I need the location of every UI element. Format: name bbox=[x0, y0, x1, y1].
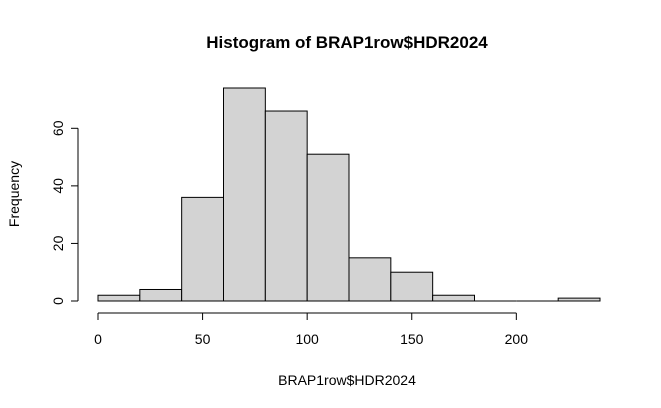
chart-title: Histogram of BRAP1row$HDR2024 bbox=[206, 33, 488, 52]
y-axis-label: Frequency bbox=[6, 161, 22, 227]
x-tick-label: 0 bbox=[94, 331, 102, 347]
histogram-bar bbox=[181, 196, 225, 302]
histogram-bar bbox=[390, 271, 434, 302]
histogram-bar bbox=[264, 110, 308, 302]
y-tick-label: 60 bbox=[50, 120, 66, 136]
histogram-bar bbox=[223, 87, 266, 302]
y-tick-label: 40 bbox=[50, 178, 66, 194]
y-axis: 0 20 40 60 bbox=[50, 120, 79, 305]
x-tick-label: 50 bbox=[195, 331, 211, 347]
histogram-bar bbox=[97, 294, 141, 302]
x-tick-label: 150 bbox=[400, 331, 424, 347]
histogram-bar bbox=[557, 297, 601, 302]
y-tick-label: 20 bbox=[50, 235, 66, 251]
x-tick-label: 100 bbox=[295, 331, 319, 347]
histogram-bar bbox=[432, 294, 475, 302]
histogram-bar bbox=[306, 153, 350, 302]
histogram-bar bbox=[348, 257, 392, 302]
x-axis-label: BRAP1row$HDR2024 bbox=[278, 372, 416, 388]
x-axis: 0 50 100 150 200 bbox=[94, 312, 529, 347]
x-tick-label: 200 bbox=[505, 331, 529, 347]
y-tick-label: 0 bbox=[50, 297, 66, 305]
bars-group bbox=[97, 87, 601, 302]
histogram-bar bbox=[139, 288, 183, 302]
